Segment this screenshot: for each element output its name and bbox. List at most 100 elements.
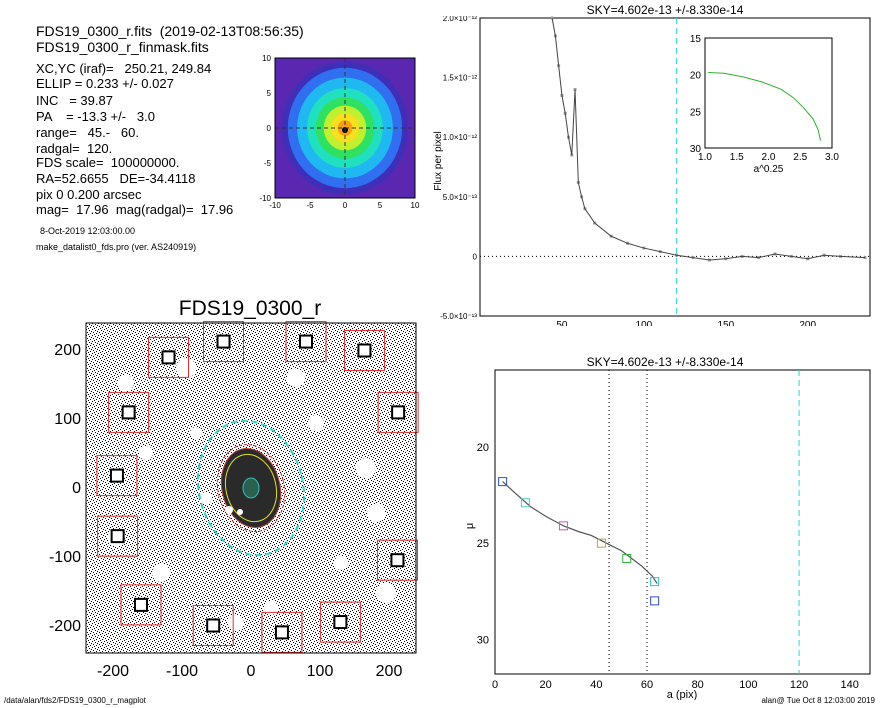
- masked-star: [390, 553, 405, 568]
- mu-ytick: 25: [477, 538, 489, 550]
- mask-ytick: 200: [54, 342, 81, 359]
- flux-ytick: -5.0×10⁻¹³: [440, 312, 477, 321]
- info-program: make_datalist0_fds.pro (ver. AS240919): [36, 242, 197, 252]
- mu-xtick: 40: [590, 679, 602, 691]
- masked-star: [121, 405, 136, 420]
- mu-marker: [622, 554, 632, 564]
- mu-marker: [650, 577, 660, 587]
- info-date: 8-Oct-2019 12:03:00.00: [40, 226, 136, 236]
- info-ellip: ELLIP = 0.233 +/- 0.027: [36, 76, 174, 91]
- inset-ytick: 30: [690, 144, 702, 155]
- mask-xtick: 0: [247, 663, 256, 680]
- flux-xtick: 50: [556, 320, 568, 326]
- img-xtick: 10: [411, 201, 420, 210]
- mask-box-outer: [203, 321, 244, 363]
- mask-box-outer: [376, 539, 418, 581]
- mu-xtick: 120: [790, 679, 808, 691]
- range-inner-ellipse: [224, 453, 278, 523]
- mask-box-outer: [108, 391, 150, 433]
- mu-profile-line: [502, 481, 658, 584]
- mask-ytick: -200: [49, 618, 81, 635]
- info-fds-scale: FDS scale= 100000000.: [36, 155, 180, 170]
- flux-ytick: 1.5×10⁻¹²: [443, 74, 478, 83]
- mask-box-outer: [343, 330, 385, 371]
- img-xtick: -10: [269, 201, 281, 210]
- masked-star: [109, 468, 124, 483]
- mu-ytick: 30: [477, 634, 489, 646]
- masked-star: [333, 615, 348, 630]
- info-radgal: radgal= 120.: [36, 141, 113, 156]
- mask-xtick: -100: [166, 663, 198, 680]
- mu-chart: μ a (pix) 20 25 30 0 20 40 60 80 100 120 140: [464, 369, 871, 700]
- mu-marker: [596, 538, 606, 548]
- inset-xtick: 2.0: [762, 152, 776, 163]
- mu-xtick: 100: [739, 679, 757, 691]
- flux-title: SKY=4.602e-13 +/-8.330e-14: [586, 3, 744, 17]
- footer-path: /data/alan/fds2/FDS19_0300_r_magplot: [4, 696, 146, 705]
- inset-curve: [708, 71, 822, 141]
- inset-xtick: 2.5: [793, 152, 807, 163]
- flux-ytick: 5.0×10⁻¹³: [443, 193, 478, 202]
- img-xtick: -5: [306, 201, 314, 210]
- mu-xtick: 140: [841, 679, 859, 691]
- img-ytick: -5: [264, 159, 272, 168]
- mu-marker: [558, 521, 568, 531]
- mu-xtick: 60: [641, 679, 653, 691]
- img-ytick: 10: [262, 54, 271, 63]
- info-xc-yc: XC,YC (iraf)= 250.21, 249.84: [36, 61, 212, 76]
- mask-box-outer: [96, 455, 138, 497]
- mask-box-outer: [148, 336, 189, 378]
- mu-marker: [498, 477, 508, 487]
- info-pa: PA = -13.3 +/- 3.0: [36, 109, 155, 124]
- flux-frame: [479, 17, 871, 317]
- masked-star: [274, 625, 289, 640]
- mask-ytick: -100: [49, 549, 81, 566]
- img-ytick: 0: [267, 124, 272, 133]
- flux-xtick: 100: [636, 320, 653, 326]
- mu-marker: [520, 498, 530, 508]
- flux-profile-line: [551, 17, 866, 261]
- mask-image-chart: -200 -100 0 100 200 200 100 0 -100 -200: [49, 321, 419, 680]
- flux-ytick: 0: [473, 252, 478, 261]
- flux-point: [550, 16, 554, 20]
- galaxy-core: [242, 477, 260, 499]
- inset-xlabel: a^0.25: [754, 164, 784, 175]
- inset-xtick: 3.0: [825, 152, 839, 163]
- mask-box-outer: [261, 611, 303, 653]
- masked-star: [134, 597, 148, 612]
- mask-xtick: 100: [307, 663, 334, 680]
- flux-ylabel: Flux per pixel: [433, 131, 444, 190]
- masked-star: [299, 334, 313, 349]
- mu-marker: [650, 596, 660, 606]
- masked-star: [110, 529, 125, 544]
- info-pix: pix 0 0.200 arcsec: [36, 187, 142, 202]
- mask-box-outer: [285, 321, 327, 363]
- flux-xtick: 150: [717, 320, 734, 326]
- flux-xtick: 200: [799, 320, 816, 326]
- flux-ytick: 1.0×10⁻¹²: [443, 133, 478, 142]
- masked-star: [216, 334, 231, 349]
- mask-ytick: 0: [72, 480, 81, 497]
- range-outer-ellipse: [216, 444, 286, 532]
- flux-ytick: 2.0×10⁻¹²: [443, 16, 478, 23]
- mask-box-outer: [319, 601, 361, 643]
- mu-frame: [494, 369, 871, 675]
- img-xtick: 5: [378, 201, 383, 210]
- mask-box-outer: [120, 584, 162, 626]
- info-range: range= 45.- 60.: [36, 125, 139, 140]
- mu-xlabel: a (pix): [667, 689, 698, 700]
- inset-xtick: 1.0: [698, 152, 712, 163]
- inset-ytick: 20: [690, 71, 702, 82]
- mu-ytick: 20: [477, 442, 489, 454]
- mask-title: FDS19_0300_r: [178, 297, 322, 320]
- masked-star: [391, 405, 406, 420]
- footer-timestamp: alan@ Tue Oct 8 12:03:00 2019: [761, 696, 875, 705]
- masked-star: [357, 343, 372, 358]
- masked-holes: [108, 358, 396, 631]
- img-xtick: 0: [343, 201, 348, 210]
- mask-xtick: 200: [376, 663, 403, 680]
- file-name: FDS19_0300_r.fits (2019-02-13T08:56:35): [36, 23, 304, 39]
- masked-star: [161, 350, 176, 365]
- color-image-chart: -10 -5 0 5 10 10 5 0 -5 -10: [259, 54, 420, 210]
- mu-xtick: 20: [540, 679, 552, 691]
